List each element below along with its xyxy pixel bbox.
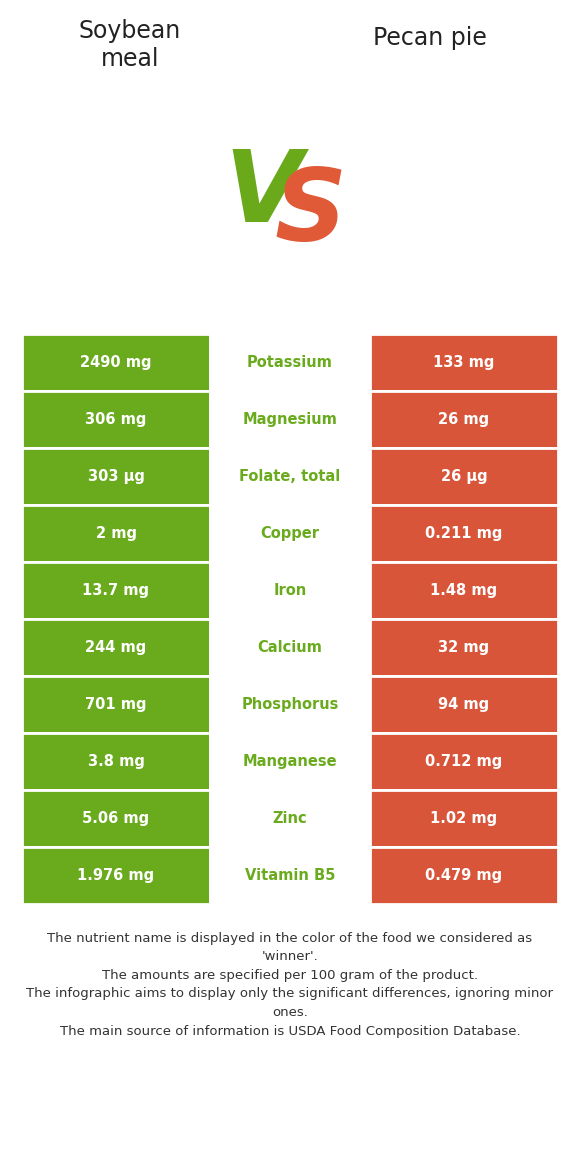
Text: 94 mg: 94 mg xyxy=(438,697,490,711)
Bar xyxy=(210,448,370,505)
Text: Copper: Copper xyxy=(260,526,320,541)
Text: 1.48 mg: 1.48 mg xyxy=(430,583,498,598)
Text: 32 mg: 32 mg xyxy=(438,640,490,655)
Text: Potassium: Potassium xyxy=(247,355,333,370)
Text: 5.06 mg: 5.06 mg xyxy=(82,811,150,826)
Text: Zinc: Zinc xyxy=(273,811,307,826)
Text: 0.712 mg: 0.712 mg xyxy=(425,754,503,769)
Bar xyxy=(370,448,558,505)
Bar xyxy=(22,619,210,676)
Text: 303 μg: 303 μg xyxy=(88,468,144,484)
Text: 306 mg: 306 mg xyxy=(85,412,147,427)
Bar xyxy=(210,333,370,391)
Bar xyxy=(210,619,370,676)
Bar xyxy=(210,562,370,619)
Text: 133 mg: 133 mg xyxy=(433,355,495,370)
Text: Pecan pie: Pecan pie xyxy=(373,26,487,50)
Text: V: V xyxy=(224,146,302,243)
Text: Soybean
meal: Soybean meal xyxy=(79,19,181,70)
Bar xyxy=(22,846,210,904)
Text: 0.211 mg: 0.211 mg xyxy=(425,526,503,541)
Text: 2490 mg: 2490 mg xyxy=(80,355,152,370)
Text: 3.8 mg: 3.8 mg xyxy=(88,754,144,769)
Text: 244 mg: 244 mg xyxy=(85,640,147,655)
Bar xyxy=(22,676,210,733)
Bar xyxy=(370,391,558,448)
Bar xyxy=(370,790,558,846)
Bar xyxy=(22,562,210,619)
Bar xyxy=(370,562,558,619)
Text: 1.02 mg: 1.02 mg xyxy=(430,811,498,826)
Bar xyxy=(22,391,210,448)
Bar xyxy=(22,505,210,562)
Bar xyxy=(210,846,370,904)
Bar xyxy=(22,333,210,391)
Bar xyxy=(370,676,558,733)
Bar xyxy=(22,733,210,790)
Bar xyxy=(370,846,558,904)
Text: S: S xyxy=(274,166,346,263)
Text: 1.976 mg: 1.976 mg xyxy=(78,868,154,883)
Bar xyxy=(210,733,370,790)
Text: 0.479 mg: 0.479 mg xyxy=(426,868,502,883)
Bar xyxy=(22,448,210,505)
Text: Manganese: Manganese xyxy=(242,754,338,769)
Text: Iron: Iron xyxy=(273,583,307,598)
Bar xyxy=(370,505,558,562)
Bar xyxy=(210,391,370,448)
Text: 13.7 mg: 13.7 mg xyxy=(82,583,150,598)
Text: 26 mg: 26 mg xyxy=(438,412,490,427)
Text: 701 mg: 701 mg xyxy=(85,697,147,711)
Text: The nutrient name is displayed in the color of the food we considered as
'winner: The nutrient name is displayed in the co… xyxy=(27,932,553,1038)
Text: Folate, total: Folate, total xyxy=(240,468,340,484)
Bar xyxy=(22,790,210,846)
Text: 26 μg: 26 μg xyxy=(441,468,487,484)
Bar xyxy=(370,733,558,790)
Text: 2 mg: 2 mg xyxy=(96,526,136,541)
Text: Vitamin B5: Vitamin B5 xyxy=(245,868,335,883)
Bar xyxy=(210,676,370,733)
Text: Phosphorus: Phosphorus xyxy=(241,697,339,711)
Bar xyxy=(370,333,558,391)
Bar xyxy=(370,619,558,676)
Bar xyxy=(210,505,370,562)
Text: Magnesium: Magnesium xyxy=(242,412,338,427)
Bar xyxy=(210,790,370,846)
Text: Calcium: Calcium xyxy=(258,640,322,655)
